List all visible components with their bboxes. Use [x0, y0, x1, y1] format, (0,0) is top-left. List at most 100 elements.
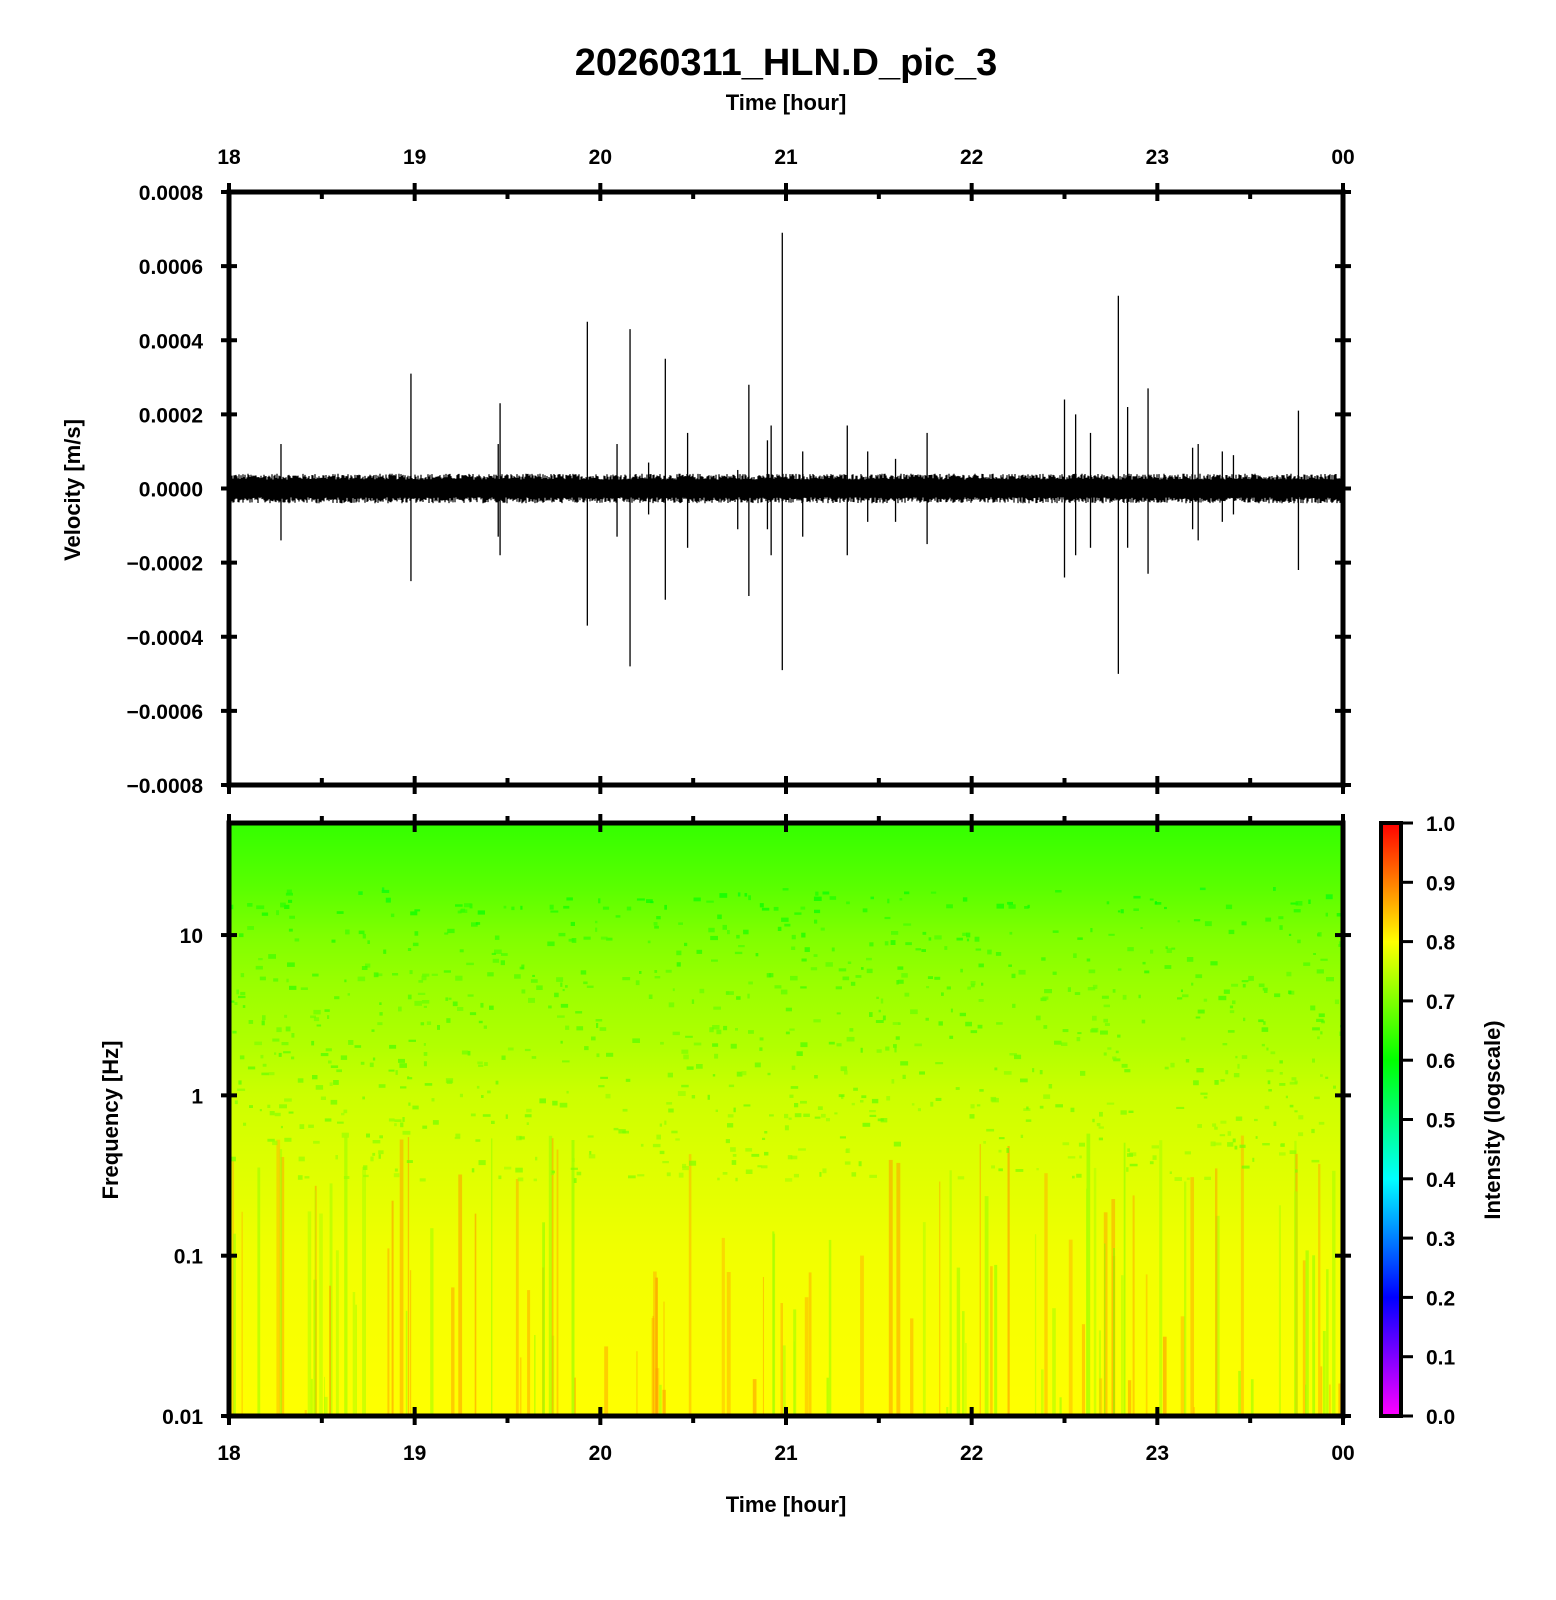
- spectrogram-speckle: [1317, 1036, 1320, 1040]
- spectrogram-speckle: [706, 900, 714, 903]
- waveform-trace: [229, 232, 1343, 674]
- spectrogram-speckle: [606, 1052, 614, 1057]
- spectrogram-speckle: [1280, 1143, 1285, 1147]
- spectrogram-speckle: [1214, 1126, 1218, 1130]
- spectrogram-speckle: [259, 1109, 262, 1112]
- spectrogram-speckle: [457, 910, 462, 914]
- spectrogram-speckle: [870, 896, 874, 900]
- spectrogram-speckle: [1152, 1155, 1157, 1160]
- spectrogram-speckle: [407, 1076, 410, 1079]
- spectrogram-speckle: [693, 1042, 702, 1046]
- spectrogram-speckle: [477, 1061, 483, 1065]
- spectrogram-speckle: [774, 985, 782, 989]
- spectrogram-speckle: [402, 1130, 411, 1135]
- spectrogram-speckle: [381, 887, 385, 891]
- spectrogram-streak: [232, 1161, 234, 1416]
- spectrogram-speckle: [1077, 937, 1083, 940]
- spectrogram-speckle: [861, 1095, 867, 1099]
- spectrogram-speckle: [562, 1060, 570, 1063]
- spectrogram-speckle: [491, 1120, 495, 1124]
- spectrogram-speckle: [1042, 996, 1049, 1000]
- waveform-panel: Time [hour] 18 19 20 21 22 23 00 0.00080.00060…: [60, 90, 1355, 798]
- spectrogram-speckle: [727, 1123, 734, 1128]
- spectrogram-speckle: [822, 1168, 827, 1174]
- spectrogram-streak: [782, 1345, 786, 1416]
- spectrogram-speckle: [379, 1012, 383, 1016]
- spectrogram-speckle: [238, 1080, 242, 1085]
- spectrogram-speckle: [979, 1089, 984, 1092]
- spectrogram-speckle: [360, 1061, 365, 1065]
- spectrogram-speckle: [1171, 947, 1176, 950]
- spectrogram-speckle: [1227, 1142, 1234, 1147]
- spectrogram-speckle: [956, 937, 963, 941]
- spectrogram-speckle: [596, 1023, 599, 1028]
- spectrogram-speckle: [1070, 1107, 1075, 1113]
- spectrogram-speckle: [1052, 930, 1059, 933]
- spectrogram-speckle: [996, 903, 1004, 909]
- spectrogram-speckle: [880, 1118, 888, 1123]
- spectrogram-speckle: [935, 1097, 942, 1101]
- spectrogram-speckle: [278, 1052, 282, 1057]
- spectrogram-speckle: [1262, 987, 1268, 991]
- spectrogram-speckle: [334, 996, 340, 1000]
- spectrogram-speckle: [666, 1102, 673, 1105]
- spectrogram-speckle: [1090, 1029, 1097, 1033]
- spectrogram-streak: [1184, 1181, 1187, 1416]
- spectrogram-streak: [241, 1211, 243, 1416]
- spectrogram-speckle: [1295, 901, 1303, 906]
- spectrogram-speckle: [269, 1111, 275, 1116]
- spectrogram-speckle: [247, 903, 253, 907]
- spectrogram-speckle: [1273, 1121, 1277, 1126]
- spectrogram-streak: [233, 1233, 236, 1416]
- spectrogram-speckle: [767, 1072, 771, 1076]
- waveform-y-tick-label: 0.0008: [139, 182, 204, 205]
- spectrogram-speckle: [840, 1066, 848, 1072]
- spectrogram-streak: [1098, 1330, 1101, 1416]
- spectrogram-speckle: [754, 1062, 761, 1068]
- spectrogram-speckle: [261, 912, 269, 916]
- spectrogram-speckle: [478, 1020, 483, 1024]
- spectrogram-speckle: [1015, 1169, 1024, 1172]
- spectrogram-speckle: [560, 1040, 563, 1044]
- spectrogram-speckle: [475, 922, 481, 925]
- spectrogram-speckle: [1177, 997, 1183, 1000]
- spectrogram-speckle: [447, 928, 455, 934]
- spectrogram-speckle: [1318, 1121, 1325, 1125]
- spectrogram-speckle: [1220, 1079, 1225, 1082]
- waveform-y-axis-label: Velocity [m/s]: [60, 419, 85, 561]
- spectrogram-speckle: [842, 976, 850, 981]
- spectrogram-speckle: [647, 940, 651, 944]
- spectrogram-speckle: [494, 949, 502, 954]
- spectrogram-speckle: [1121, 1063, 1128, 1068]
- spectrogram-streak: [352, 1292, 356, 1416]
- spectrogram-speckle: [665, 969, 672, 973]
- spectrogram-speckle: [1133, 895, 1141, 899]
- spectrogram-speckle: [1180, 989, 1183, 993]
- spectrogram-speckle: [941, 992, 944, 996]
- spectrogram-speckle: [836, 1043, 842, 1047]
- spectrogram-speckle: [274, 1112, 281, 1117]
- spectrogram-speckle: [418, 980, 424, 983]
- spectrogram-frame: [226, 820, 1346, 1419]
- spectrogram-speckle: [1288, 933, 1292, 936]
- spectrogram-speckle: [1165, 946, 1168, 949]
- spectrogram-speckle: [1334, 999, 1339, 1005]
- spectrogram-speckle: [408, 1102, 411, 1106]
- spectrogram-speckle: [329, 1082, 333, 1086]
- spectrogram-streak: [636, 1351, 638, 1416]
- spectrogram-speckle: [600, 1076, 608, 1079]
- spectrogram-streak: [1123, 1142, 1126, 1416]
- spectrogram-streak: [335, 1250, 339, 1416]
- spectrogram-speckle: [1011, 973, 1016, 979]
- spectrogram-speckle: [960, 968, 963, 973]
- spectrogram-speckle: [1113, 1058, 1121, 1062]
- spectrogram-speckle: [1196, 1068, 1204, 1073]
- spectrogram-speckle: [274, 1052, 277, 1055]
- spectrogram-speckle: [1310, 1005, 1316, 1011]
- spectrogram-speckle: [1235, 1116, 1243, 1121]
- spectrogram-speckle: [572, 1158, 575, 1162]
- spectrogram-speckle: [1009, 931, 1013, 935]
- spectrogram-speckle: [327, 1015, 330, 1019]
- spectrogram-speckle: [312, 973, 319, 977]
- spectrogram-speckle: [744, 893, 748, 897]
